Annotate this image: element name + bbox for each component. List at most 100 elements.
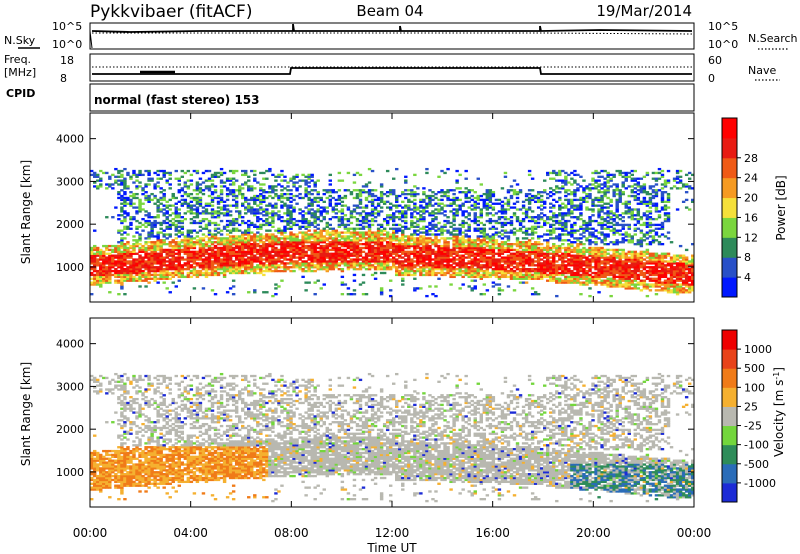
power-cell: [410, 208, 414, 211]
power-cell: [219, 252, 224, 255]
power-cell: [458, 237, 462, 240]
power-cell: [180, 271, 185, 275]
power-cell: [247, 179, 251, 182]
power-cell: [313, 189, 317, 192]
power-cell: [536, 200, 541, 203]
power-cell: [413, 264, 417, 267]
power-cell: [168, 266, 172, 269]
power-cell: [165, 225, 169, 228]
power-cell: [301, 196, 305, 200]
power-cell: [280, 189, 284, 192]
power-cell: [401, 244, 405, 248]
power-cell: [147, 262, 151, 265]
power-cell: [364, 262, 369, 265]
power-cell: [222, 237, 227, 240]
power-cell: [225, 250, 230, 254]
power-cell: [561, 179, 565, 182]
power-cell: [334, 256, 339, 259]
power-cell: [352, 235, 357, 238]
power-cell: [355, 206, 360, 209]
power-cell: [322, 216, 326, 219]
power-cell: [268, 250, 272, 254]
power-cell: [189, 204, 194, 207]
power-cell: [156, 262, 160, 265]
power-cell: [222, 275, 227, 279]
power-cell: [129, 198, 133, 202]
power-cell: [573, 231, 577, 234]
power-cell: [90, 169, 94, 173]
power-cell: [570, 223, 574, 227]
power-cell: [455, 246, 459, 250]
power-cell: [367, 223, 372, 227]
power-cell: [292, 250, 296, 254]
power-cell: [174, 212, 178, 215]
power-cell: [352, 273, 357, 277]
power-cell: [485, 206, 490, 209]
power-cell: [171, 275, 175, 279]
power-cell: [108, 185, 112, 188]
power-cell: [150, 192, 154, 196]
power-cell: [177, 183, 181, 186]
power-cell: [189, 173, 194, 177]
power-cell: [331, 260, 336, 263]
power-cell: [422, 246, 426, 250]
power-cell: [138, 200, 142, 203]
nsearch-trace: [92, 32, 693, 35]
power-cell: [265, 169, 269, 173]
power-cell: [337, 219, 342, 223]
power-cell: [334, 208, 339, 211]
power-cell: [470, 269, 474, 273]
power-cell: [364, 221, 369, 225]
power-cell: [461, 210, 465, 213]
power-cell: [385, 237, 390, 240]
power-cell: [404, 227, 408, 230]
power-cell: [470, 258, 474, 261]
power-cell: [527, 273, 532, 277]
power-cell: [138, 208, 142, 211]
power-cell: [446, 254, 450, 257]
power-cell: [382, 244, 387, 248]
power-cell: [174, 223, 178, 227]
power-cell: [228, 256, 233, 259]
power-cell: [286, 268, 290, 271]
power-cell: [491, 252, 496, 255]
power-cell: [334, 235, 339, 238]
power-cell: [247, 242, 251, 246]
power-cell: [431, 250, 435, 254]
power-cell: [147, 233, 151, 236]
power-cell: [274, 248, 278, 252]
power-cell: [286, 235, 290, 238]
power-cell: [268, 169, 272, 173]
power-cell: [428, 266, 432, 269]
power-cell: [328, 198, 332, 202]
power-cell: [476, 198, 480, 202]
power-cell: [533, 250, 538, 254]
power-cell: [274, 214, 278, 217]
power-cell: [147, 269, 151, 273]
power-cell: [361, 256, 366, 259]
power-cell: [213, 227, 218, 230]
power-cell: [437, 202, 441, 205]
power-cell: [558, 281, 562, 284]
power-cell: [449, 231, 453, 234]
power-cell: [307, 237, 311, 240]
power-cell: [102, 271, 106, 275]
power-cell: [247, 262, 251, 265]
power-cell: [117, 169, 121, 173]
power-cell: [343, 262, 348, 265]
power-cell: [518, 219, 523, 223]
power-cell: [555, 200, 559, 203]
power-cell: [283, 225, 287, 228]
power-cell: [494, 241, 499, 244]
power-cell: [247, 175, 251, 178]
power-cell: [234, 229, 239, 232]
power-cell: [165, 269, 169, 273]
power-cell: [425, 244, 429, 248]
power-cell: [313, 181, 317, 184]
power-cell: [237, 268, 242, 271]
power-cell: [156, 237, 160, 240]
power-cell: [549, 252, 553, 255]
power-cell: [204, 169, 209, 173]
power-cell: [500, 271, 505, 275]
power-cell: [467, 189, 471, 192]
